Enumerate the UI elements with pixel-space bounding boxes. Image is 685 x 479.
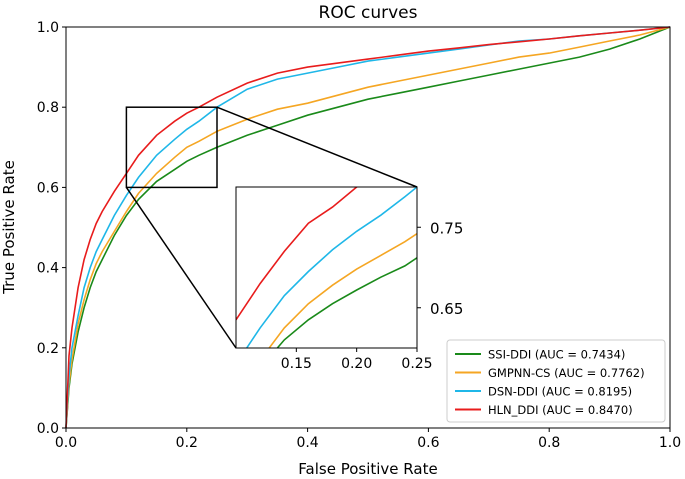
x-tick-label: 0.2 [176, 435, 198, 451]
zoom-connector-bottom [125, 186, 237, 349]
main-plot: 0.0 0.2 0.4 0.6 0.8 1.0 0.0 0.2 0.4 0.6 0.8 1.0 [37, 20, 681, 451]
legend-entry-label: HLN_DDI (AUC = 0.8470) [488, 403, 633, 417]
x-tick-label: 0.8 [538, 435, 560, 451]
x-tick-label: 0.0 [55, 435, 77, 451]
inset-frame [235, 186, 418, 349]
inset-x-ticks: 0.15 0.20 0.25 [281, 348, 433, 372]
zoom-indicator [125, 106, 418, 349]
chart-title: ROC curves [319, 3, 418, 23]
inset-background [236, 187, 417, 348]
y-tick-label: 0.0 [37, 421, 59, 437]
y-tick-label: 1.0 [37, 20, 59, 36]
inset-series-line-1 [276, 257, 417, 348]
y-tick-label: 0.2 [37, 341, 59, 357]
y-tick-label: 0.4 [37, 261, 59, 277]
legend-entry-label: DSN-DDI (AUC = 0.8195) [488, 385, 632, 399]
inset-y-ticks: 0.65 0.75 [417, 219, 463, 318]
x-axis-label: False Positive Rate [298, 460, 437, 478]
inset-series-line-3 [245, 187, 417, 348]
y-axis-label: True Positive Rate [0, 160, 18, 295]
legend: SSI-DDI (AUC = 0.7434) GMPNN-CS (AUC = 0.… [446, 339, 666, 423]
legend-entry-label: GMPNN-CS (AUC = 0.7762) [488, 366, 645, 380]
main-plot-frame [65, 26, 671, 429]
inset-y-tick-label: 0.65 [430, 300, 463, 318]
legend-frame [446, 339, 666, 423]
series-line-4 [65, 26, 671, 429]
inset-series-line-2 [268, 233, 417, 348]
inset-plot: 0.15 0.20 0.25 0.65 0.75 [235, 186, 463, 372]
x-tick-label: 0.4 [296, 435, 318, 451]
inset-series-line-4 [236, 187, 360, 321]
inset-y-tick-label: 0.75 [430, 219, 463, 237]
x-tick-label: 1.0 [659, 435, 681, 451]
inset-x-tick-label: 0.25 [401, 356, 432, 372]
inset-x-tick-label: 0.15 [281, 356, 312, 372]
zoom-region-box [125, 106, 218, 189]
x-tick-label: 0.6 [417, 435, 439, 451]
inset-series-group [236, 187, 417, 348]
zoom-connector-top [216, 106, 418, 188]
y-tick-label: 0.8 [37, 100, 59, 116]
y-axis-ticks: 0.0 0.2 0.4 0.6 0.8 1.0 [37, 20, 66, 437]
inset-x-tick-label: 0.20 [341, 356, 372, 372]
y-tick-label: 0.6 [37, 180, 59, 196]
legend-entry-label: SSI-DDI (AUC = 0.7434) [488, 348, 625, 362]
x-axis-ticks: 0.0 0.2 0.4 0.6 0.8 1.0 [55, 428, 681, 451]
